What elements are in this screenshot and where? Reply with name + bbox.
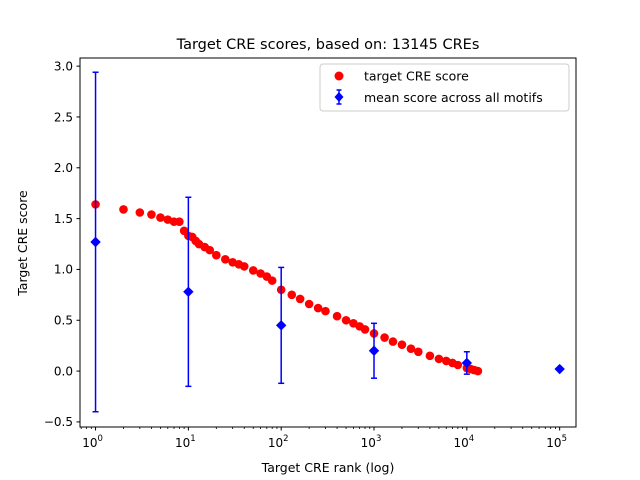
target-cre-score-point	[248, 266, 258, 275]
x-tick-label: 102	[268, 434, 289, 450]
target-cre-score-point	[156, 213, 165, 222]
mean-score-point	[183, 286, 194, 298]
target-cre-score-point	[341, 315, 351, 325]
x-tick-label: 100	[82, 434, 103, 450]
target-cre-score-point	[406, 344, 416, 354]
mean-score-point	[461, 357, 473, 369]
x-tick-label: 103	[361, 434, 382, 450]
target-cre-score-point	[205, 245, 215, 255]
target-cre-score-point	[295, 294, 305, 304]
target-cre-score-point	[287, 290, 297, 300]
target-cre-score-point	[413, 347, 423, 357]
legend-label-target-cre-score: target CRE score	[364, 69, 469, 84]
y-tick-label: 3.0	[54, 59, 73, 73]
target-cre-score-point	[135, 208, 145, 217]
y-tick-label: 0.5	[54, 314, 73, 328]
target-cre-score-point	[453, 360, 463, 370]
target-cre-score-point	[175, 217, 184, 226]
mean-score-point	[554, 363, 565, 375]
target-cre-score-point	[304, 299, 314, 309]
y-axis-label: Target CRE score	[15, 190, 30, 297]
target-cre-score-point	[425, 351, 435, 361]
target-cre-score-point	[147, 210, 156, 219]
y-tick-label: 0.0	[54, 364, 73, 378]
legend-label-mean-score: mean score across all motifs	[364, 90, 543, 105]
target-cre-score-point	[212, 250, 221, 260]
y-tick-label: 2.5	[54, 110, 73, 124]
target-cre-score-point	[239, 262, 249, 271]
plot-frame	[79, 57, 577, 428]
legend-marker-mean-score	[334, 92, 344, 102]
x-tick-label: 101	[175, 434, 196, 450]
x-axis-label: Target CRE rank (log)	[261, 460, 395, 475]
axes: −0.5 0.0 0.5 1.0 1.5 2.0 2.5 3.0 100 101 102 103 104…	[44, 59, 567, 450]
y-tick-label: 2.0	[54, 161, 73, 175]
target-cre-score-point	[360, 325, 370, 334]
target-cre-score-point	[388, 337, 398, 346]
target-cre-score-point	[313, 303, 323, 313]
y-tick-label: 1.5	[54, 212, 73, 226]
target-cre-score-point	[221, 254, 230, 264]
target-cre-score-point	[380, 333, 389, 342]
target-cre-score-point	[397, 340, 407, 349]
plot-area	[90, 71, 565, 413]
target-cre-score-point	[321, 306, 330, 316]
legend: target CRE score mean score across all m…	[319, 63, 570, 112]
x-tick-label: 104	[453, 434, 474, 450]
legend-marker-target-cre-score	[334, 71, 344, 81]
chart-title: Target CRE scores, based on: 13145 CREs	[176, 37, 480, 53]
target-cre-score-point	[332, 311, 342, 321]
target-cre-score-point	[119, 205, 128, 214]
mean-score-point	[90, 236, 101, 248]
x-tick-label: 105	[546, 434, 567, 450]
y-tick-label: 1.0	[54, 263, 73, 277]
target-cre-score-point	[434, 354, 444, 364]
target-cre-score-point	[267, 276, 277, 285]
y-tick-label: −0.5	[44, 415, 73, 429]
legend-frame	[319, 63, 570, 112]
mean-score-point	[275, 320, 287, 331]
target-cre-score-point	[473, 366, 483, 376]
mean-score-point	[368, 345, 380, 356]
